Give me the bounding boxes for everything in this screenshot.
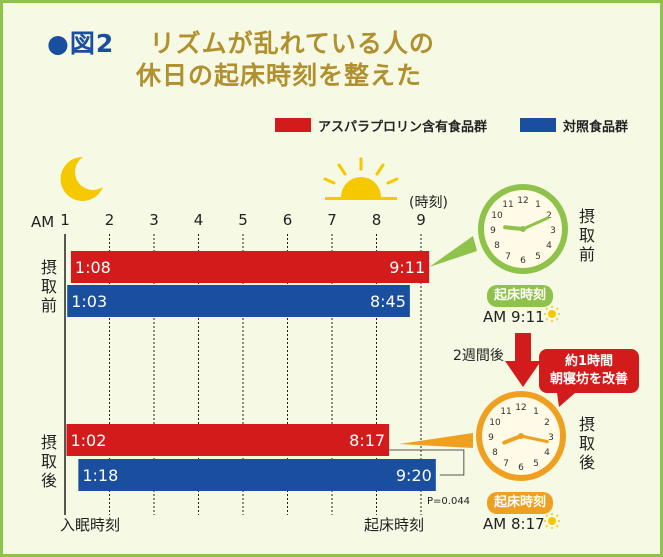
bar: [78, 459, 436, 491]
clock-center: [518, 433, 524, 439]
tick-label: 6: [283, 211, 293, 229]
clock-number: 5: [533, 459, 539, 469]
clock-number: 9: [490, 226, 496, 236]
chart: 1 2 3 4 5 6 7 8 9 1:08 9:11 1:03 8:45 1:02 8:17 1:18 9:2…: [60, 211, 477, 515]
bar: [66, 424, 390, 456]
tick-label: 4: [194, 211, 204, 229]
improvement-callout: 約1時間 朝寝坊を改善: [539, 349, 639, 393]
bar: [70, 251, 430, 283]
pointer-wedge-after: [399, 433, 473, 448]
bar-end-label: 8:17: [349, 431, 385, 450]
clock-before-side-label: 摂取前: [578, 207, 595, 264]
wake-time-label: 起床時刻: [364, 516, 425, 534]
tick-label: 7: [327, 211, 337, 229]
callout-pointer: [557, 393, 575, 407]
clock-minute-hand: [519, 434, 549, 444]
clock-number: 6: [518, 463, 524, 473]
bar-end-label: 9:11: [389, 258, 425, 277]
clock-number: 12: [515, 403, 526, 413]
wake-pill-after: 起床時刻: [487, 492, 553, 514]
tick-label: 1: [60, 211, 70, 229]
clock-number: 11: [502, 200, 513, 210]
clock-number: 11: [500, 407, 511, 417]
callout-line-2: 朝寝坊を改善: [549, 372, 628, 387]
clock-number: 4: [544, 448, 550, 458]
clock-number: 3: [550, 226, 556, 236]
wake-time-after: AM 8:17: [483, 515, 545, 533]
bar-end-label: 9:20: [396, 466, 432, 485]
axis-prefix: AM: [31, 213, 55, 231]
legend-label-control: 対照食品群: [563, 120, 629, 135]
pointer-wedge-before: [429, 236, 477, 267]
arrow-label: 2週間後: [453, 348, 504, 364]
legend-label-asparaprolin: アスパラプロリン含有食品群: [318, 120, 488, 135]
bar: [67, 285, 410, 317]
sun-small-icon: [544, 306, 560, 322]
tick-label: 3: [149, 211, 159, 229]
p-value: P=0.044: [427, 496, 471, 507]
clock-number: 6: [520, 256, 526, 266]
bar-end-label: 8:45: [370, 292, 406, 311]
clock-number: 7: [505, 252, 511, 262]
clock-after-side-label: 摂取後: [578, 415, 595, 472]
wake-time-before: AM 9:11: [483, 308, 545, 326]
bar-start-label: 1:18: [82, 466, 118, 485]
clock-number: 10: [491, 211, 503, 221]
clock-number: 2: [546, 211, 552, 221]
title-line-1: リズムが乱れている人の: [149, 29, 435, 58]
bar-start-label: 1:03: [71, 292, 107, 311]
callout-line-1: 約1時間: [564, 354, 614, 369]
axis-unit: (時刻): [409, 195, 448, 211]
clock-hour-hand: [503, 225, 525, 231]
sun-icon: [323, 157, 399, 200]
clock-number: 4: [546, 241, 552, 251]
figure-number: ●図2: [47, 29, 115, 58]
clock-minute-hand: [521, 216, 550, 231]
sleep-onset-label: 入眠時刻: [60, 516, 121, 534]
moon-icon: [60, 156, 103, 201]
wake-pill-before: 起床時刻: [487, 285, 553, 307]
group-label-before: 摂取前: [40, 258, 57, 315]
clock-number: 2: [544, 418, 550, 428]
bar-start-label: 1:02: [70, 431, 106, 450]
tick-label: 9: [416, 211, 426, 229]
clock-center: [520, 226, 526, 232]
figure-title: ●図2 リズムが乱れている人の: [47, 27, 435, 61]
tick-label: 8: [372, 211, 382, 229]
tick-label: 5: [238, 211, 248, 229]
group-label-after: 摂取後: [40, 433, 57, 490]
legend-swatch-control: [520, 118, 556, 132]
sun-small-icon: [544, 513, 560, 529]
clock-number: 9: [488, 433, 494, 443]
clock-number: 10: [489, 418, 501, 428]
clock-number: 8: [494, 241, 500, 251]
clock-number: 1: [533, 407, 539, 417]
down-arrow-icon: [505, 333, 541, 387]
legend-swatch-asparaprolin: [275, 118, 311, 132]
clock-number: 12: [517, 196, 528, 206]
clock-number: 8: [492, 448, 498, 458]
clock-number: 1: [535, 200, 541, 210]
clock-number: 7: [503, 459, 509, 469]
clock-number: 3: [548, 433, 554, 443]
clock-number: 5: [535, 252, 541, 262]
clock-hour-hand: [502, 434, 523, 445]
tick-label: 2: [105, 211, 115, 229]
title-line-2: 休日の起床時刻を整えた: [136, 61, 423, 90]
significance-bracket: [389, 449, 465, 476]
bar-start-label: 1:08: [75, 258, 111, 277]
